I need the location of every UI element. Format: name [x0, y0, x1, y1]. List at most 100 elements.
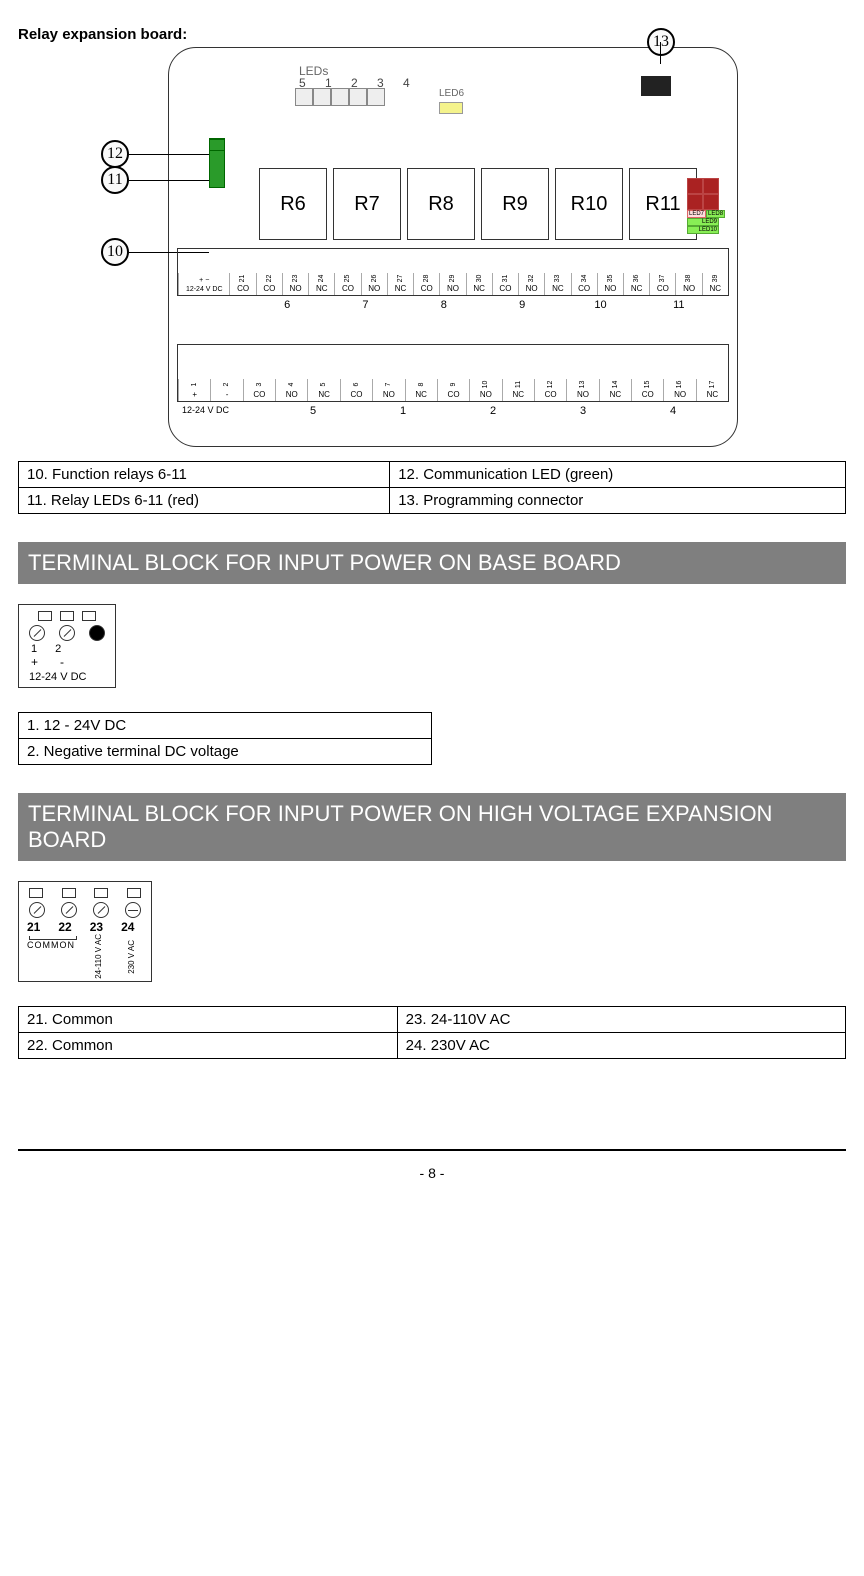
table-cell: 10. Function relays 6-11 [19, 462, 390, 488]
group-number: 9 [483, 299, 561, 311]
terminal-slot: 13NO [566, 379, 598, 401]
callout-lead [129, 180, 209, 181]
table-cell: 22. Common [19, 1032, 398, 1058]
terminal-num: 1 [31, 643, 37, 655]
terminal-num: 21 [27, 920, 40, 934]
terminal-num: 22 [58, 920, 71, 934]
callout-12: 12 [101, 140, 129, 168]
terminal-circle [125, 902, 141, 918]
group-number: 7 [326, 299, 404, 311]
group-number: 5 [268, 405, 358, 417]
lower-terminal-strip: 1+2-3CO4NO5NC6CO7NO8NC9CO10NO11NC12CO13N… [177, 344, 729, 402]
terminal-slot: 6CO [340, 379, 372, 401]
terminal-slot: 15CO [631, 379, 663, 401]
relay-board-figure: 13 12 11 10 LEDs 5 1 2 3 4 LED6 R6 R7 R8… [168, 47, 738, 447]
polarity-minus: - [60, 655, 64, 669]
section-hv-title: TERMINAL BLOCK FOR INPUT POWER ON HIGH V… [18, 793, 846, 861]
terminal-slot: 12CO [534, 379, 566, 401]
relay-row: R6 R7 R8 R9 R10 R11 [259, 168, 697, 240]
terminal-slot: 21CO [229, 273, 255, 295]
group-number: 10 [561, 299, 639, 311]
table-cell: 12. Communication LED (green) [390, 462, 846, 488]
callout-lead [129, 154, 209, 155]
group-number: 1 [358, 405, 448, 417]
terminal-slot: 10NO [469, 379, 501, 401]
relay-legend-table: 10. Function relays 6-11 12. Communicati… [18, 461, 846, 514]
side-led-label: LED9 [687, 218, 719, 226]
hv-legend-table: 21. Common 23. 24-110V AC 22. Common 24.… [18, 1006, 846, 1059]
table-cell: 1. 12 - 24V DC [19, 713, 432, 739]
table-cell: 11. Relay LEDs 6-11 (red) [19, 488, 390, 514]
terminal-slot: 14NC [599, 379, 631, 401]
hv-terminal-figure: 21 22 23 24 COMMON 24-110 V AC 230 V AC [18, 881, 152, 982]
terminal-slot: 38NO [675, 273, 701, 295]
callout-11: 11 [101, 166, 129, 194]
table-cell: 23. 24-110V AC [397, 1006, 845, 1032]
terminal-slot: 30NC [466, 273, 492, 295]
terminal-slot: 16NO [663, 379, 695, 401]
polarity-plus: + [31, 655, 38, 669]
terminal-slot: 33NC [544, 273, 570, 295]
terminal-circle [89, 625, 105, 641]
table-cell: 21. Common [19, 1006, 398, 1032]
side-leds: LED7 LED8 LED9 LED10 [687, 178, 719, 234]
callout-10: 10 [101, 238, 129, 266]
voltage-label: 12-24 V DC [25, 669, 109, 685]
terminal-slot: 17NC [696, 379, 728, 401]
terminal-slot: 24NC [308, 273, 334, 295]
relay-r7: R7 [333, 168, 401, 240]
programming-connector [641, 76, 671, 96]
terminal-slot: 7NO [372, 379, 404, 401]
terminal-slot: 3CO [243, 379, 275, 401]
terminal-slot: 35NO [597, 273, 623, 295]
common-label: COMMON [23, 940, 83, 950]
led6-label: LED6 [439, 88, 464, 99]
table-cell: 2. Negative terminal DC voltage [19, 739, 432, 765]
terminal-slot: 34CO [571, 273, 597, 295]
terminal-circle [59, 625, 75, 641]
page-footer: - 8 - [18, 1149, 846, 1181]
terminal-slot: 9CO [437, 379, 469, 401]
power-label: 12-24 V DC [182, 405, 229, 415]
terminal-circle [93, 902, 109, 918]
terminal-slot: 39NC [702, 273, 728, 295]
side-led-label: LED8 [706, 210, 725, 218]
terminal-slot: 36NC [623, 273, 649, 295]
group-number: 3 [538, 405, 628, 417]
voltage-label: 24-110 V AC [94, 934, 103, 979]
page-number: - 8 - [420, 1165, 445, 1181]
table-cell: 24. 230V AC [397, 1032, 845, 1058]
relay-r6: R6 [259, 168, 327, 240]
terminal-circle [29, 625, 45, 641]
terminal-slot: 26NO [361, 273, 387, 295]
relay-board-heading: Relay expansion board: [18, 26, 846, 43]
terminal-num: 2 [55, 643, 61, 655]
terminal-slot: 4NO [275, 379, 307, 401]
terminal-slot: 23NO [282, 273, 308, 295]
leds-block [295, 88, 385, 106]
group-number: 2 [448, 405, 538, 417]
terminal-slot: 2- [210, 379, 242, 401]
terminal-circle [61, 902, 77, 918]
group-number: 6 [248, 299, 326, 311]
green-jumper [209, 138, 225, 188]
upper-terminal-strip: + −12-24 V DC21CO22CO23NO24NC25CO26NO27N… [177, 248, 729, 296]
terminal-circle [29, 902, 45, 918]
terminal-slot: 1+ [178, 379, 210, 401]
relay-r9: R9 [481, 168, 549, 240]
terminal-slot: 29NO [439, 273, 465, 295]
callout-13: 13 [647, 28, 675, 56]
table-cell: 13. Programming connector [390, 488, 846, 514]
callout-lead [660, 42, 661, 64]
section-base-title: TERMINAL BLOCK FOR INPUT POWER ON BASE B… [18, 542, 846, 584]
terminal-slot: 27NC [387, 273, 413, 295]
led6 [439, 102, 463, 114]
terminal-slot: 32NO [518, 273, 544, 295]
terminal-slot: 5NC [307, 379, 339, 401]
terminal-slot: 22CO [256, 273, 282, 295]
terminal-num: 24 [121, 920, 134, 934]
side-led-label: LED10 [687, 226, 719, 234]
terminal-slot: 37CO [649, 273, 675, 295]
terminal-slot: 31CO [492, 273, 518, 295]
power-label: + −12-24 V DC [178, 273, 229, 295]
